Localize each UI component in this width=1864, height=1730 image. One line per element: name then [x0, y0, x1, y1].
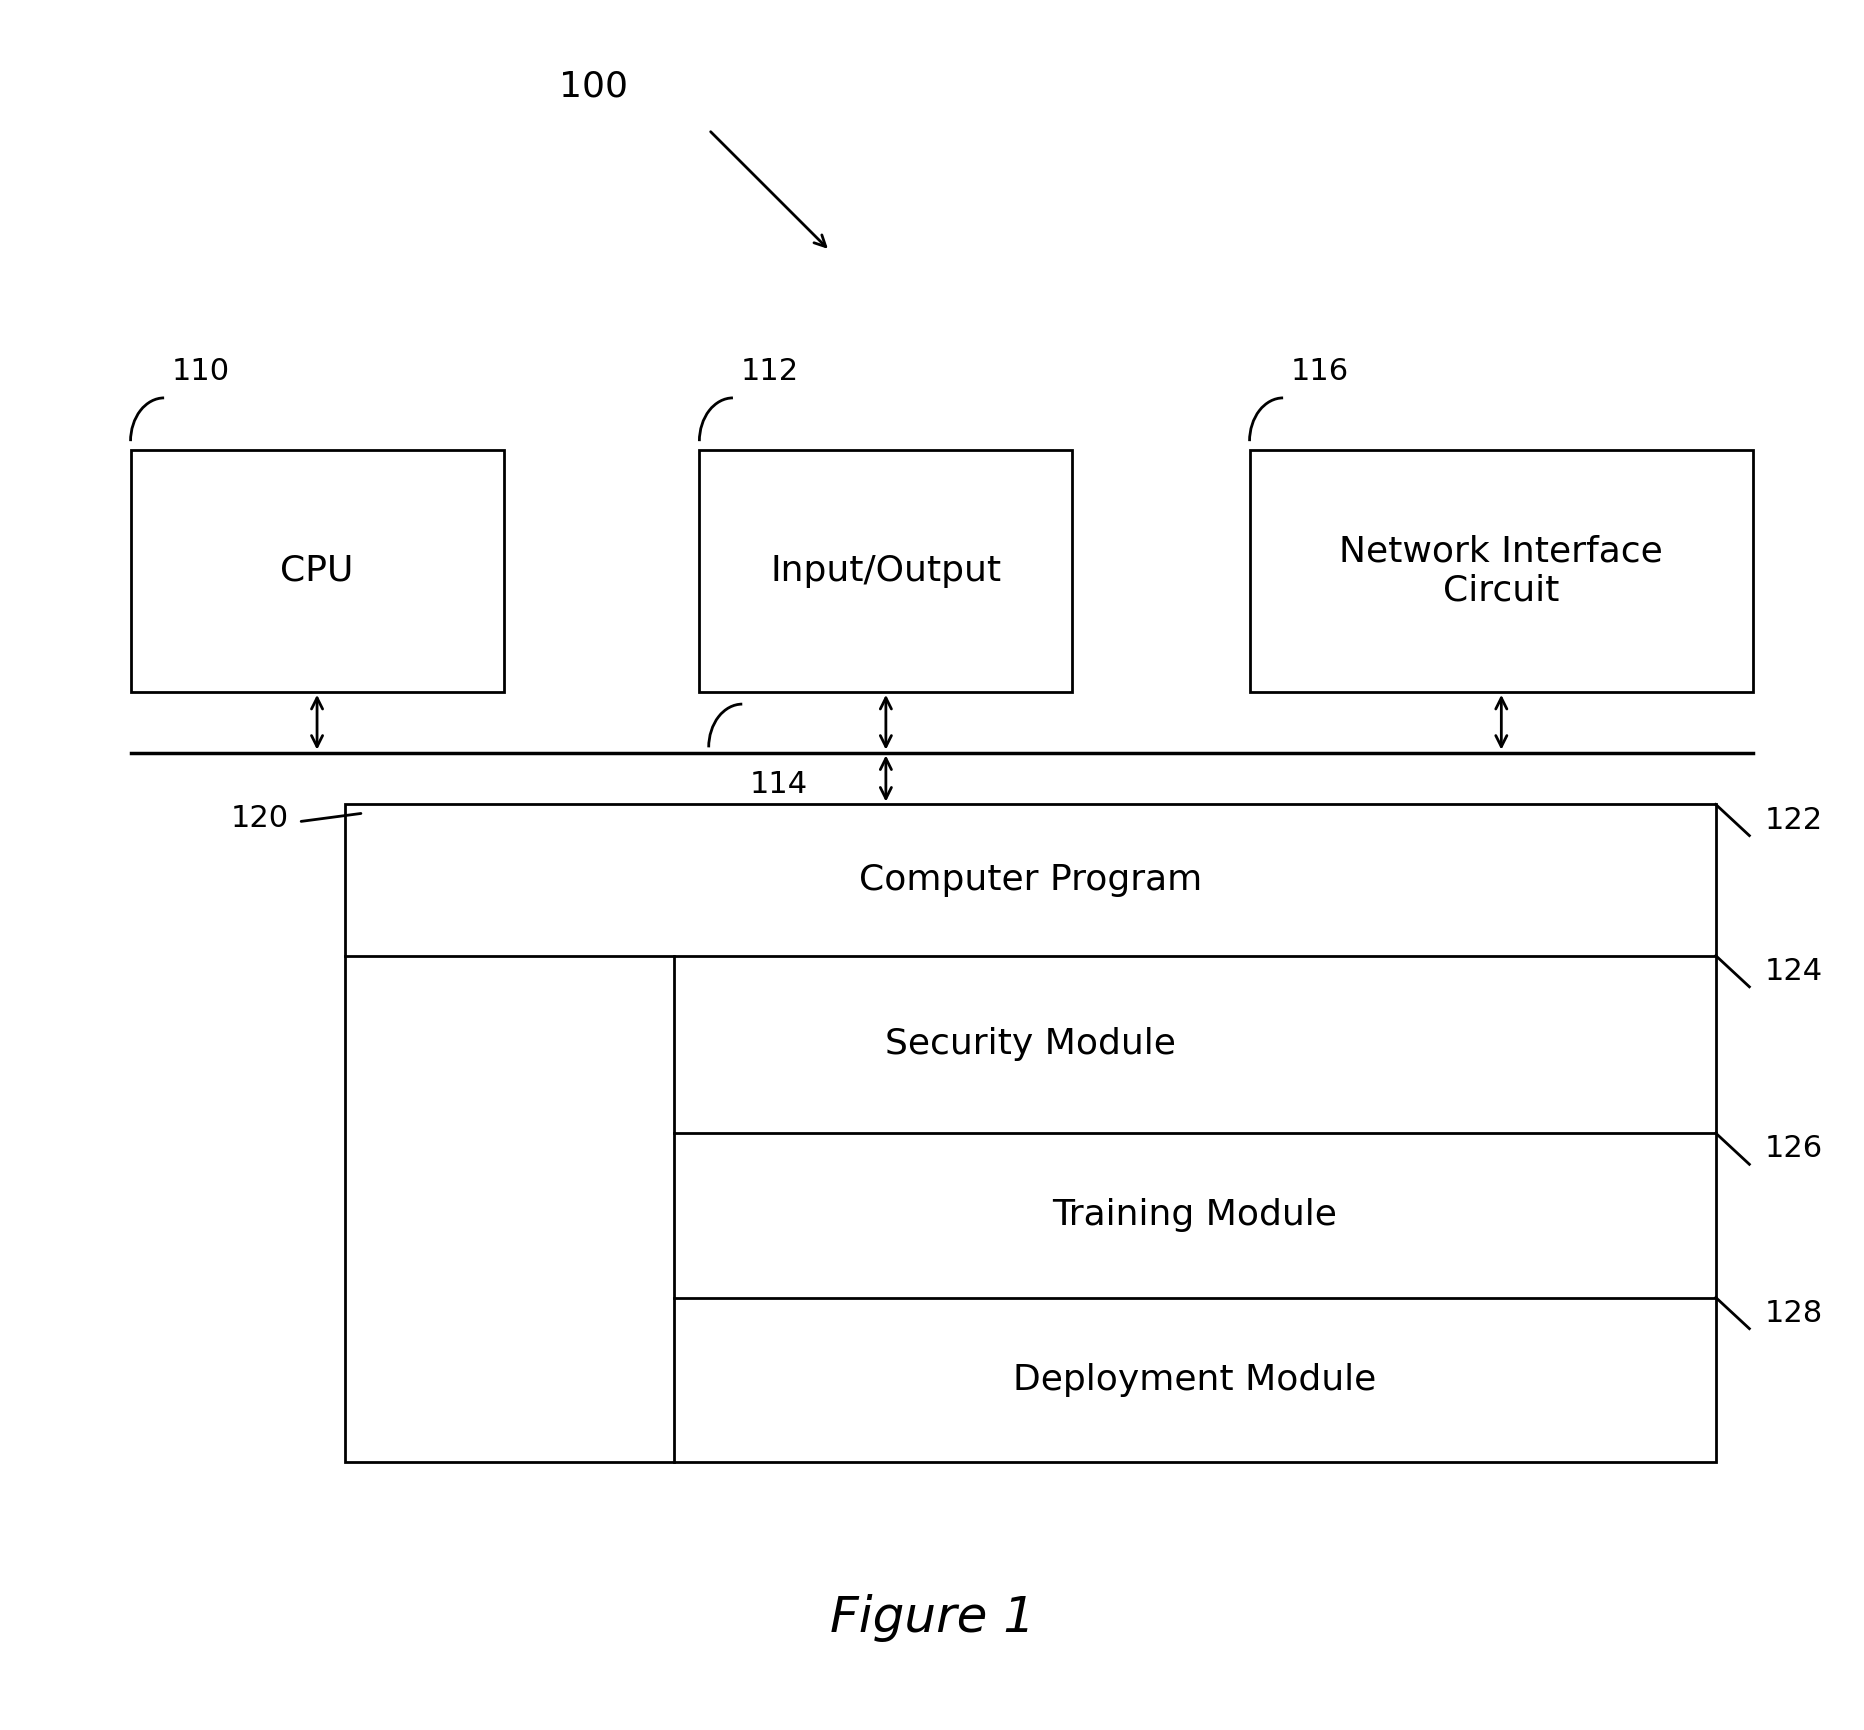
Text: Network Interface
Circuit: Network Interface Circuit — [1338, 535, 1663, 607]
Text: 122: 122 — [1763, 806, 1821, 834]
Text: Security Module: Security Module — [885, 1028, 1174, 1062]
Bar — [130, 450, 503, 692]
Text: 110: 110 — [171, 356, 229, 386]
Text: Figure 1: Figure 1 — [829, 1593, 1035, 1642]
Text: 128: 128 — [1763, 1299, 1821, 1327]
Text: 116: 116 — [1290, 356, 1348, 386]
Text: 114: 114 — [749, 770, 807, 799]
Text: Deployment Module: Deployment Module — [1012, 1363, 1376, 1396]
Bar — [1249, 450, 1752, 692]
Text: Computer Program: Computer Program — [857, 863, 1202, 898]
Bar — [699, 450, 1072, 692]
Text: 126: 126 — [1763, 1135, 1821, 1163]
Text: CPU: CPU — [280, 554, 354, 588]
Text: 100: 100 — [559, 69, 628, 104]
Text: Training Module: Training Module — [1051, 1199, 1336, 1232]
Text: Input/Output: Input/Output — [770, 554, 1001, 588]
Text: 120: 120 — [231, 804, 289, 834]
Text: 112: 112 — [740, 356, 798, 386]
Text: 124: 124 — [1763, 957, 1821, 986]
Bar — [345, 804, 1715, 1462]
